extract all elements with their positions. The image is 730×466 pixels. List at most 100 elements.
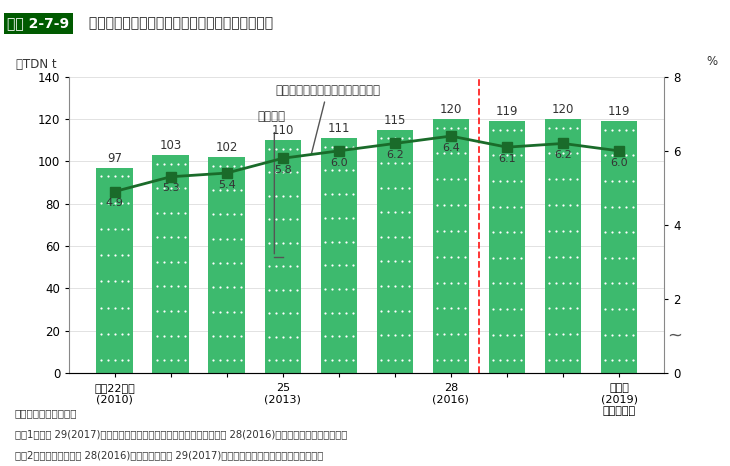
Point <box>151 307 163 315</box>
Point <box>599 280 611 287</box>
Point <box>382 159 393 166</box>
Point <box>109 304 120 311</box>
Point <box>333 309 345 316</box>
Point <box>172 185 183 192</box>
Point <box>165 307 177 315</box>
Text: 図表 2-7-9: 図表 2-7-9 <box>7 16 69 30</box>
Point <box>270 309 282 317</box>
Point <box>613 305 625 313</box>
Point <box>452 176 464 183</box>
Point <box>172 258 183 266</box>
Point <box>607 177 618 185</box>
Point <box>270 239 282 247</box>
Point <box>543 253 555 260</box>
Point <box>431 201 443 209</box>
Point <box>263 286 274 294</box>
Point <box>340 190 352 198</box>
Point <box>277 215 288 223</box>
Point <box>550 201 562 209</box>
Point <box>382 233 393 240</box>
Point <box>109 278 120 285</box>
Point <box>445 253 457 260</box>
Point <box>214 308 226 315</box>
Point <box>375 307 387 315</box>
Point <box>543 201 555 209</box>
Point <box>333 167 345 174</box>
Point <box>326 238 338 245</box>
Point <box>221 356 233 364</box>
Point <box>571 253 583 260</box>
Point <box>550 176 562 183</box>
Point <box>207 162 219 170</box>
Point <box>452 253 464 260</box>
Point <box>571 279 583 286</box>
Point <box>326 285 338 293</box>
Point <box>438 330 450 338</box>
Point <box>571 150 583 157</box>
Point <box>445 201 457 209</box>
Text: 6.2: 6.2 <box>386 150 404 160</box>
Point <box>158 209 169 216</box>
Text: 111: 111 <box>328 122 350 135</box>
Point <box>109 225 120 233</box>
Point <box>550 124 562 131</box>
Point <box>179 209 191 216</box>
Point <box>172 332 183 339</box>
Point <box>543 356 555 364</box>
Point <box>179 307 191 315</box>
Point <box>557 176 569 183</box>
Text: 6.4: 6.4 <box>442 143 460 153</box>
Point <box>102 251 114 259</box>
Point <box>607 254 618 261</box>
Text: 103: 103 <box>160 139 182 152</box>
Point <box>263 145 274 152</box>
Point <box>515 177 526 185</box>
Point <box>571 201 583 209</box>
Point <box>403 258 415 265</box>
Point <box>564 227 576 235</box>
Point <box>270 192 282 199</box>
Point <box>172 160 183 167</box>
Text: 5.4: 5.4 <box>218 180 236 190</box>
Point <box>319 238 331 245</box>
Point <box>284 145 296 152</box>
Point <box>445 176 457 183</box>
Point <box>115 278 127 285</box>
Point <box>375 332 387 339</box>
Point <box>557 150 569 157</box>
Point <box>165 258 177 266</box>
Point <box>494 203 506 210</box>
Point <box>494 228 506 236</box>
Point <box>501 331 512 338</box>
Point <box>123 225 134 233</box>
Point <box>396 159 407 166</box>
Point <box>214 356 226 364</box>
Point <box>431 124 443 131</box>
Point <box>172 307 183 315</box>
Point <box>235 259 247 267</box>
Point <box>284 262 296 270</box>
Point <box>571 176 583 183</box>
Point <box>599 177 611 185</box>
Point <box>382 258 393 265</box>
Point <box>431 150 443 157</box>
Point <box>487 126 499 133</box>
Point <box>508 356 520 364</box>
Point <box>501 177 512 185</box>
Point <box>382 282 393 290</box>
Point <box>326 261 338 269</box>
Point <box>431 176 443 183</box>
Point <box>627 228 639 236</box>
Point <box>627 151 639 159</box>
Point <box>382 356 393 364</box>
Point <box>277 169 288 176</box>
Point <box>95 330 107 337</box>
Point <box>95 225 107 233</box>
Point <box>550 227 562 235</box>
Point <box>95 251 107 259</box>
Point <box>158 258 169 266</box>
Point <box>445 356 457 364</box>
Point <box>515 203 526 210</box>
Point <box>214 162 226 170</box>
Point <box>438 356 450 364</box>
